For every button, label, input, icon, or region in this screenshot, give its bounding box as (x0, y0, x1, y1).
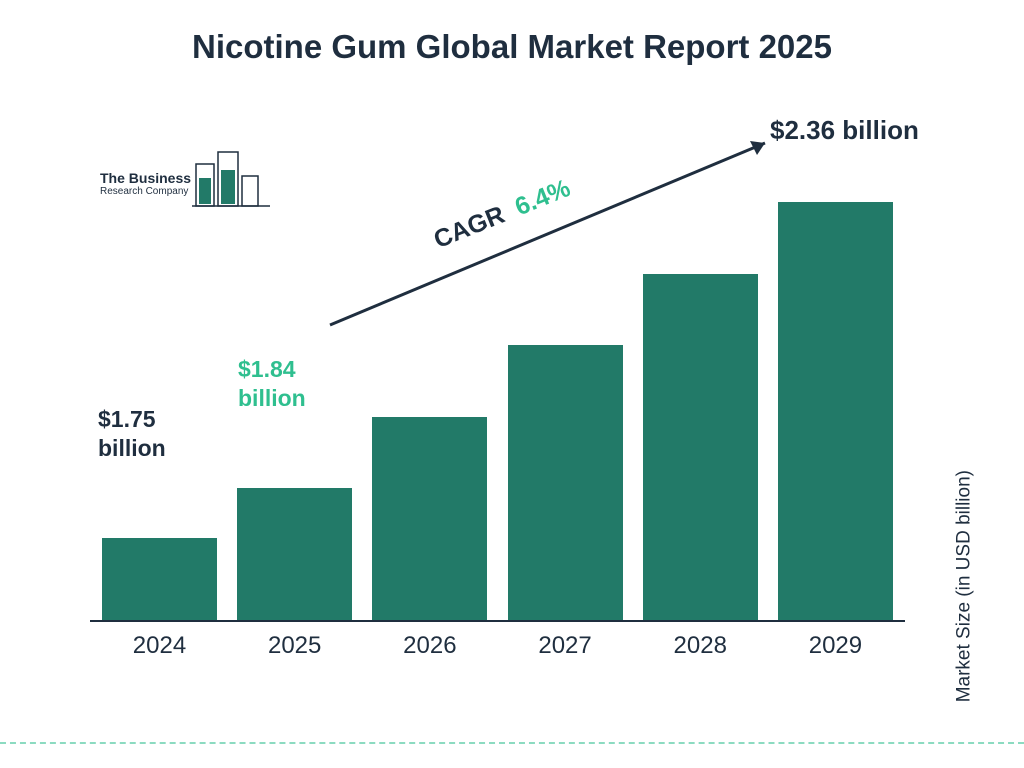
x-tick-label: 2025 (237, 632, 352, 660)
bar-fill (372, 417, 487, 621)
x-tick-label: 2029 (778, 632, 893, 660)
callout-2029: $2.36 billion (770, 115, 919, 146)
bar-fill (508, 345, 623, 620)
bar-fill (102, 538, 217, 621)
bar-2026: 2026 (372, 417, 487, 621)
y-axis-label: Market Size (in USD billion) (953, 470, 975, 702)
bar-2027: 2027 (508, 345, 623, 620)
callout-2025: $1.84billion (238, 355, 306, 413)
x-tick-label: 2027 (508, 632, 623, 660)
bar-fill (237, 488, 352, 620)
bar-2025: 2025 (237, 488, 352, 620)
bar-fill (778, 202, 893, 620)
bar-2024: 2024 (102, 538, 217, 621)
chart-area: 202420252026202720282029 Market Size (in… (90, 130, 950, 670)
bar-2029: 2029 (778, 202, 893, 620)
x-tick-label: 2028 (643, 632, 758, 660)
callout-2024: $1.75billion (98, 405, 166, 463)
footer-divider (0, 742, 1024, 744)
growth-arrow (320, 125, 790, 345)
x-tick-label: 2024 (102, 632, 217, 660)
x-tick-label: 2026 (372, 632, 487, 660)
chart-title: Nicotine Gum Global Market Report 2025 (0, 0, 1024, 66)
